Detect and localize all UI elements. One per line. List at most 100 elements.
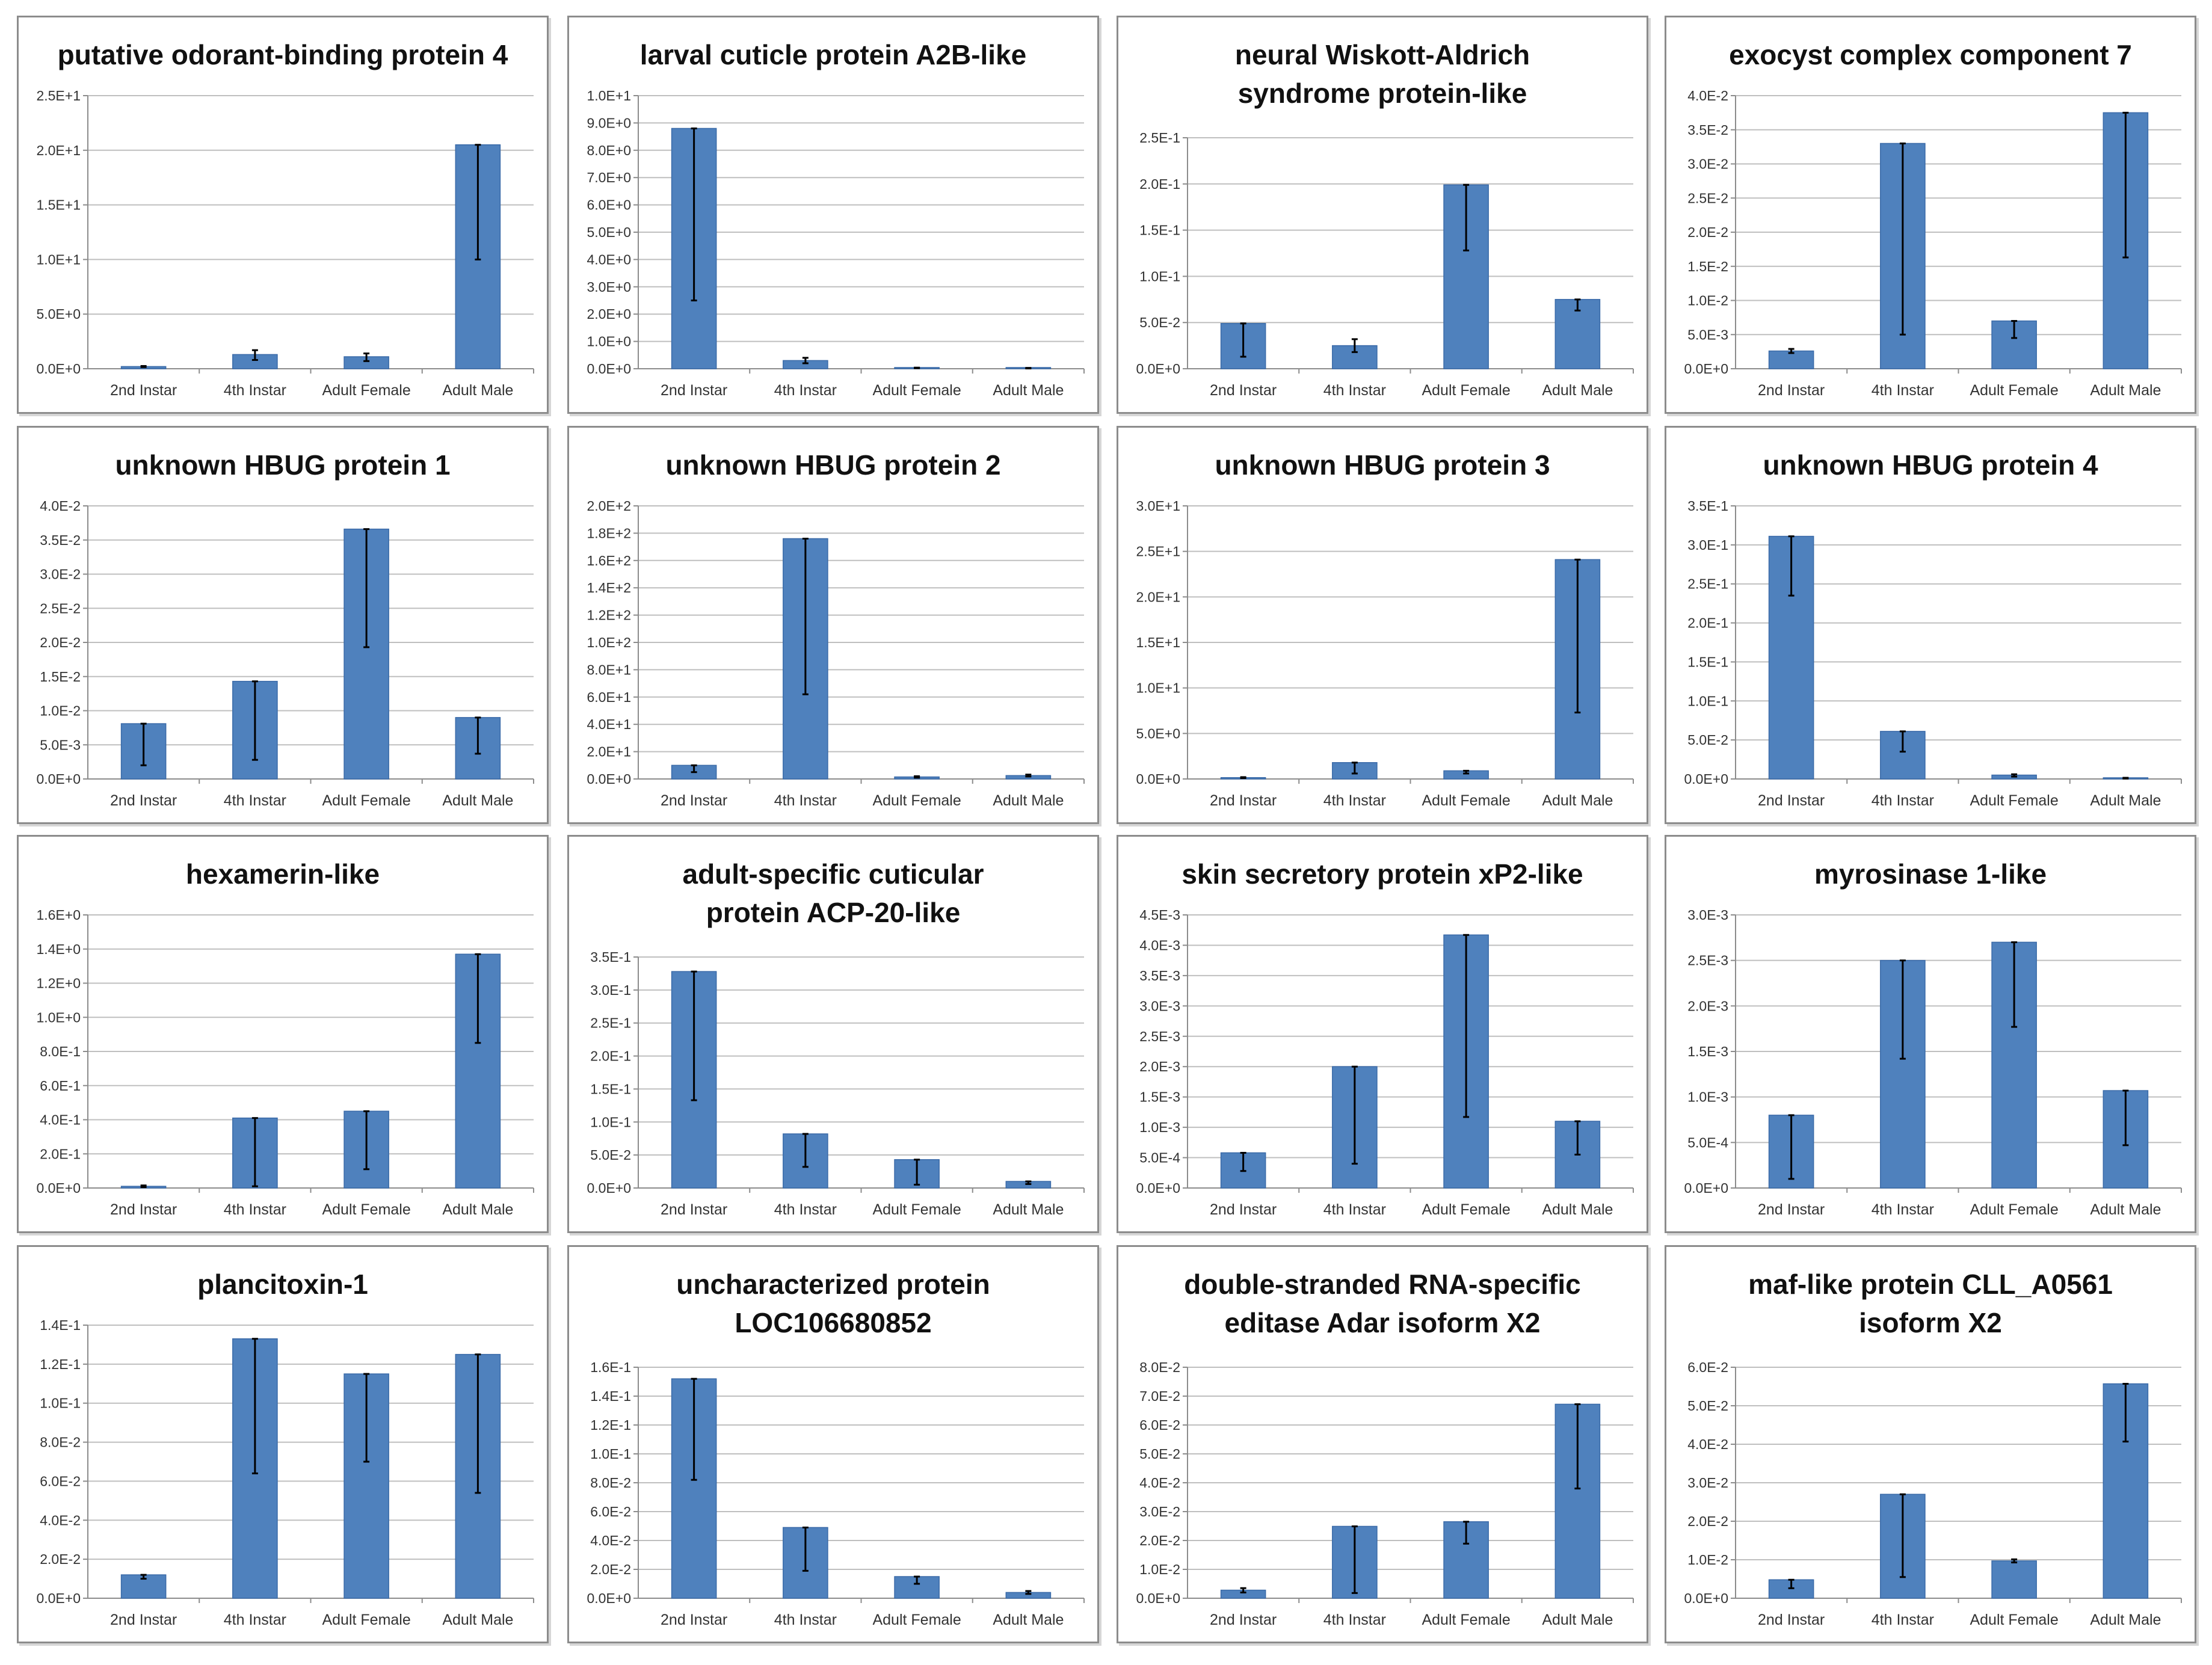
y-tick-label: 5.0E-2 <box>1687 732 1728 748</box>
chart-title: myrosinase 1-like <box>1814 858 2047 890</box>
x-category-label: 2nd Instar <box>110 1611 177 1628</box>
x-category-label: 2nd Instar <box>110 792 177 809</box>
chart-title: neural Wiskott-Aldrich <box>1235 39 1530 70</box>
y-tick-label: 0.0E+0 <box>1684 771 1728 787</box>
chart-title: isoform X2 <box>1859 1307 2002 1338</box>
y-tick-label: 2.0E-2 <box>1687 1513 1728 1529</box>
y-tick-label: 1.0E+0 <box>36 1009 81 1025</box>
y-tick-label: 2.0E-2 <box>1687 224 1728 240</box>
y-tick-label: 1.0E-1 <box>590 1446 631 1462</box>
chart-title: hexamerin-like <box>186 858 380 890</box>
y-tick-label: 2.0E-1 <box>1139 176 1180 192</box>
y-tick-label: 0.0E+0 <box>587 1180 631 1196</box>
chart-title: double-stranded RNA-specific <box>1184 1269 1580 1300</box>
y-tick-label: 0.0E+0 <box>1136 1180 1180 1196</box>
y-tick-label: 2.0E-2 <box>590 1562 631 1577</box>
x-category-label: Adult Male <box>2090 382 2161 399</box>
y-tick-label: 3.0E+0 <box>587 279 631 295</box>
y-tick-label: 1.0E-1 <box>1687 693 1728 709</box>
y-tick-label: 4.0E-2 <box>590 1533 631 1548</box>
x-category-label: Adult Female <box>322 1611 410 1628</box>
chart-title: exocyst complex component 7 <box>1729 39 2132 70</box>
chart-svg: larval cuticle protein A2B-like 0.0E+0 1.0… <box>587 39 1085 399</box>
chart-panel-6: unknown HBUG protein 2 0.0E+0 2.0E+1 4.0E+1… <box>567 426 1099 824</box>
y-tick-label: 1.5E-1 <box>1687 654 1728 669</box>
chart-title: protein ACP-20-like <box>706 897 961 928</box>
chart-title: uncharacterized protein <box>676 1269 990 1300</box>
y-tick-label: 0.0E+0 <box>36 771 81 787</box>
y-tick-label: 5.0E-3 <box>40 737 81 752</box>
x-category-label: Adult Female <box>1970 382 2058 399</box>
chart-svg: double-stranded RNA-specific editase Adar… <box>1136 1269 1634 1628</box>
x-category-label: Adult Male <box>1542 1201 1613 1218</box>
chart-title: adult-specific cuticular <box>682 858 984 890</box>
x-category-label: Adult Male <box>993 1611 1064 1628</box>
x-category-label: 4th Instar <box>1872 1201 1934 1218</box>
chart-title: skin secretory protein xP2-like <box>1181 858 1583 890</box>
chart-svg: neural Wiskott-Aldrich syndrome protein-l… <box>1136 39 1634 399</box>
chart-panel-11: skin secretory protein xP2-like 0.0E+0 5.0… <box>1117 835 1648 1233</box>
x-category-label: 2nd Instar <box>110 1201 177 1218</box>
y-tick-label: 1.0E+1 <box>1136 680 1180 696</box>
y-tick-label: 1.2E+0 <box>36 976 81 991</box>
y-tick-label: 1.2E+2 <box>587 608 631 623</box>
x-category-label: 2nd Instar <box>661 1201 727 1218</box>
x-category-label: 2nd Instar <box>1758 792 1825 809</box>
chart-title: editase Adar isoform X2 <box>1225 1307 1541 1338</box>
x-category-label: Adult Male <box>2090 1201 2161 1218</box>
y-tick-label: 4.0E+0 <box>587 251 631 267</box>
y-tick-label: 5.0E+0 <box>587 224 631 240</box>
x-category-label: 4th Instar <box>224 1611 286 1628</box>
chart-panel-1: putative odorant-binding protein 4 0.0E+0… <box>17 16 549 414</box>
chart-title: unknown HBUG protein 2 <box>665 449 1000 481</box>
y-tick-label: 1.0E-1 <box>590 1114 631 1130</box>
y-tick-label: 2.5E-1 <box>1687 576 1728 592</box>
y-tick-label: 6.0E-2 <box>40 1473 81 1489</box>
y-tick-label: 0.0E+0 <box>1684 1590 1728 1606</box>
y-tick-label: 0.0E+0 <box>587 1590 631 1606</box>
y-tick-label: 4.0E-1 <box>40 1112 81 1128</box>
y-tick-label: 5.0E-2 <box>1687 1398 1728 1414</box>
y-tick-label: 9.0E+0 <box>587 115 631 131</box>
y-tick-label: 2.5E-2 <box>1687 190 1728 206</box>
y-tick-label: 2.5E-3 <box>1139 1029 1180 1044</box>
chart-title: unknown HBUG protein 3 <box>1215 449 1550 481</box>
x-category-label: 4th Instar <box>1872 382 1934 399</box>
chart-svg: unknown HBUG protein 1 0.0E+0 5.0E-3 1.0E-2… <box>36 449 534 809</box>
y-tick-label: 6.0E+0 <box>587 197 631 213</box>
chart-panel-7: unknown HBUG protein 3 0.0E+0 5.0E+0 1.0E+1… <box>1117 426 1648 824</box>
y-tick-label: 4.0E-2 <box>1687 1436 1728 1452</box>
y-tick-label: 2.0E-1 <box>590 1048 631 1064</box>
chart-title: maf-like protein CLL_A0561 <box>1748 1269 2113 1300</box>
chart-panel-12: myrosinase 1-like 0.0E+0 5.0E-4 1.0E-3 1.5E-… <box>1665 835 2196 1233</box>
y-tick-label: 1.0E-3 <box>1687 1089 1728 1105</box>
y-tick-label: 0.0E+0 <box>36 1590 81 1606</box>
x-category-label: Adult Male <box>993 792 1064 809</box>
y-tick-label: 0.0E+0 <box>36 361 81 377</box>
y-tick-label: 7.0E+0 <box>587 170 631 185</box>
y-tick-label: 3.0E-2 <box>40 567 81 582</box>
y-tick-label: 8.0E+1 <box>587 662 631 677</box>
y-tick-label: 2.5E-2 <box>40 600 81 616</box>
x-category-label: Adult Male <box>442 1611 513 1628</box>
chart-svg: unknown HBUG protein 2 0.0E+0 2.0E+1 4.0E+1… <box>587 449 1085 809</box>
x-category-label: Adult Female <box>1422 792 1510 809</box>
y-tick-label: 2.0E+1 <box>587 744 631 760</box>
y-tick-label: 2.0E-2 <box>40 635 81 650</box>
x-category-label: Adult Male <box>993 382 1064 399</box>
y-tick-label: 2.0E-1 <box>40 1146 81 1162</box>
y-tick-label: 1.5E-1 <box>1139 223 1180 238</box>
chart-panel-15: double-stranded RNA-specific editase Adar… <box>1117 1245 1648 1643</box>
x-category-label: 2nd Instar <box>1210 1201 1277 1218</box>
y-tick-label: 2.0E-2 <box>40 1551 81 1567</box>
y-tick-label: 1.2E-1 <box>40 1356 81 1372</box>
x-category-label: Adult Female <box>872 792 961 809</box>
x-category-label: Adult Male <box>1542 382 1613 399</box>
chart-title: plancitoxin-1 <box>197 1269 368 1300</box>
x-category-label: 4th Instar <box>774 382 837 399</box>
y-tick-label: 6.0E-2 <box>1139 1417 1180 1433</box>
chart-svg: plancitoxin-1 0.0E+0 2.0E-2 4.0E-2 6.0E-2 8.0… <box>36 1269 534 1628</box>
y-tick-label: 3.0E-1 <box>590 982 631 998</box>
chart-title: syndrome protein-like <box>1238 78 1527 109</box>
